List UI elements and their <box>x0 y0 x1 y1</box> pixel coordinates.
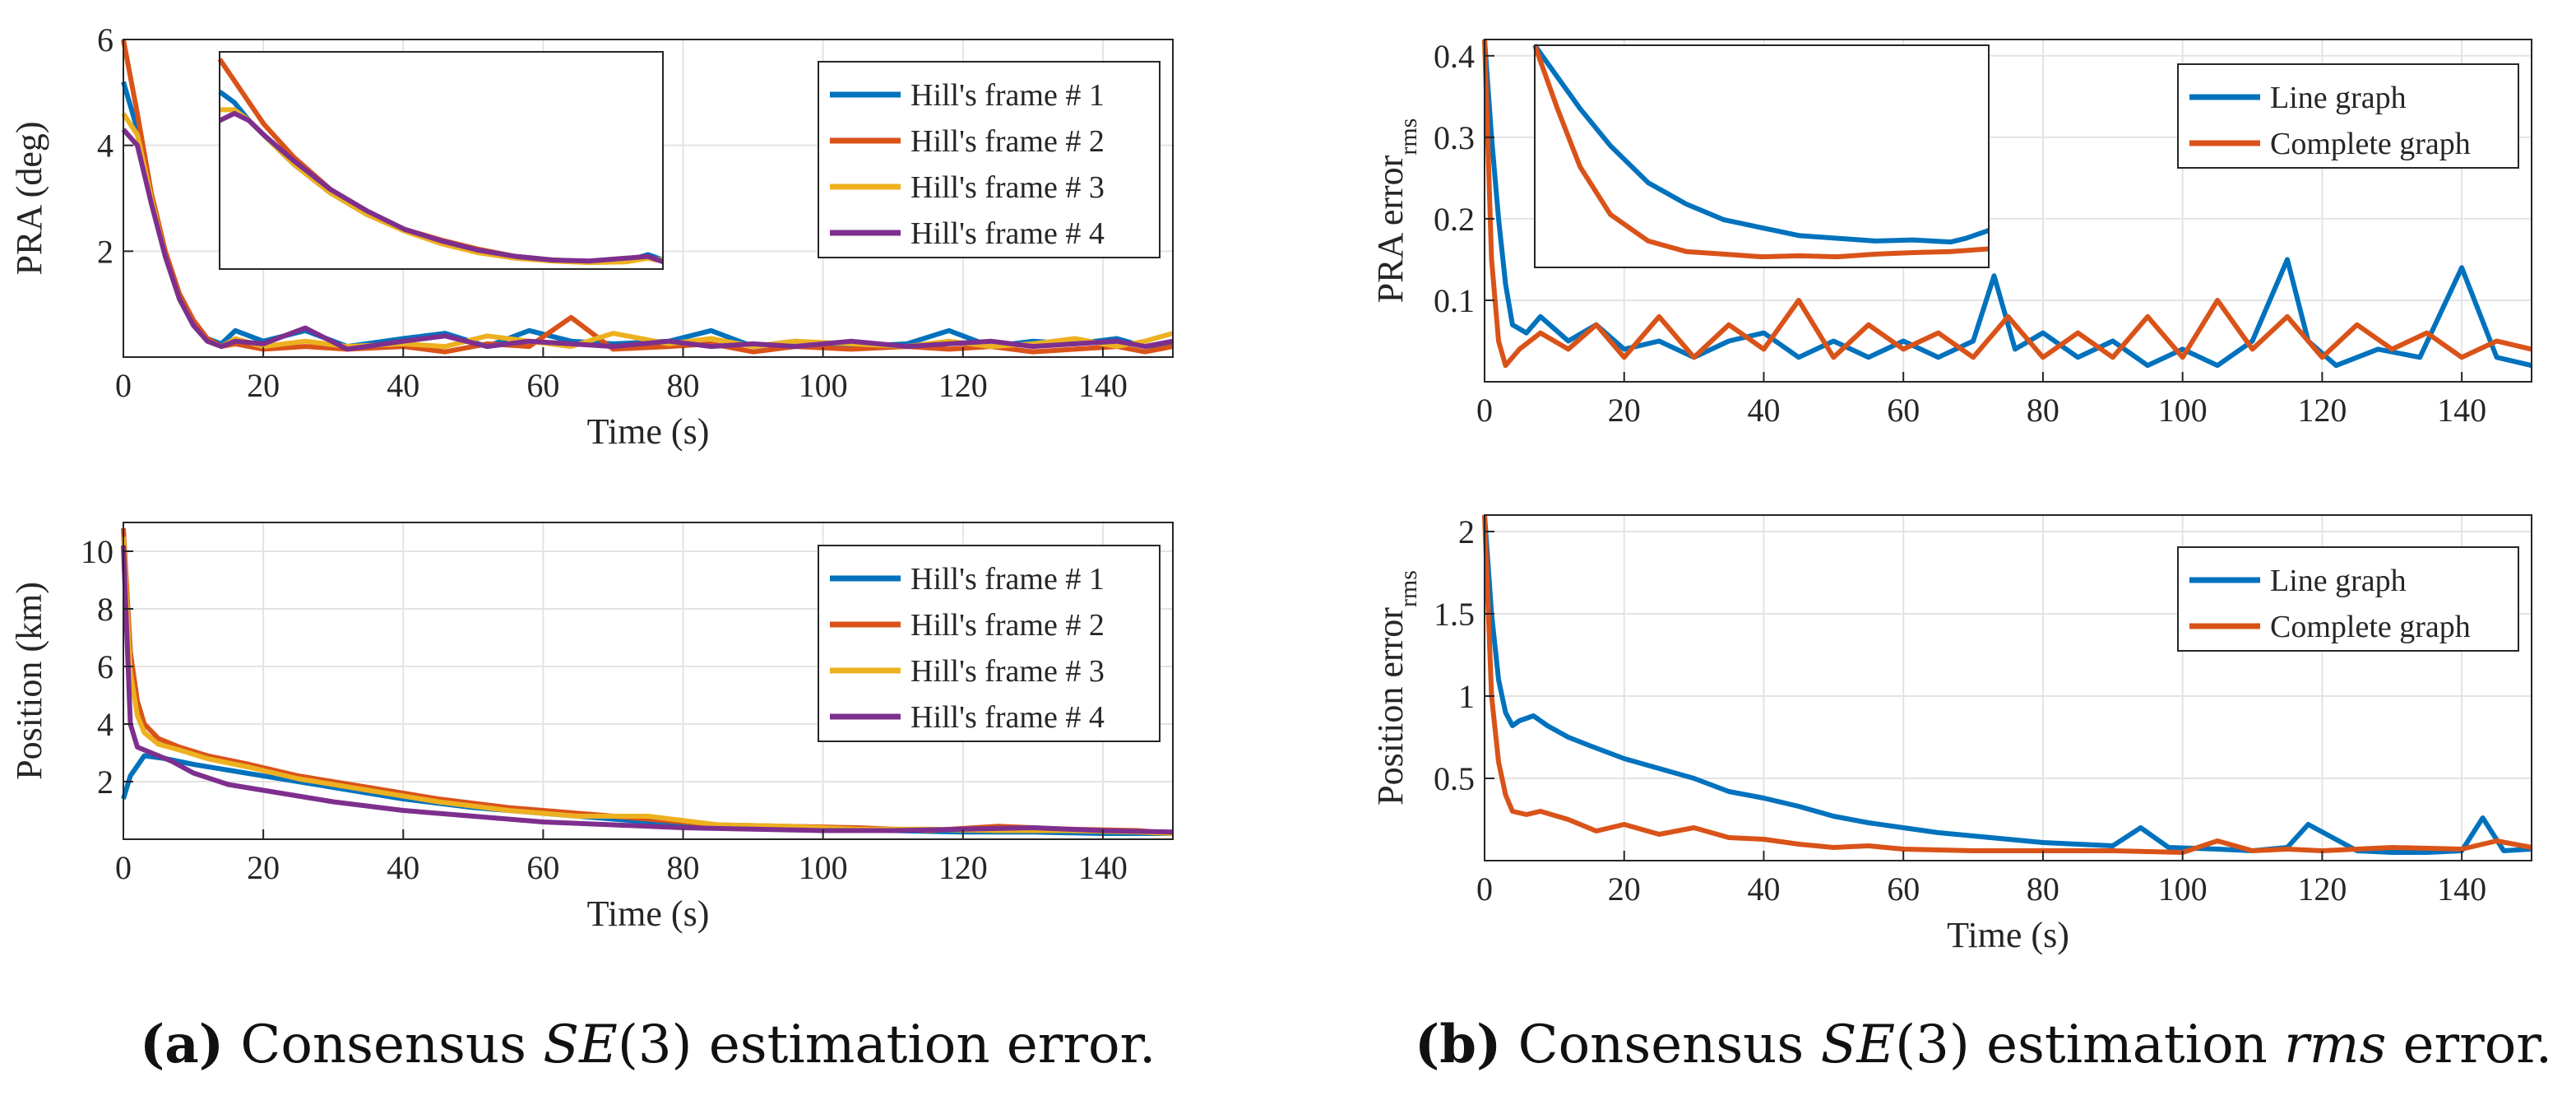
inset-a_top_inset <box>217 51 665 270</box>
y-tick-label: 2 <box>97 764 114 801</box>
x-tick-label: 120 <box>2297 392 2347 429</box>
legend-box <box>2177 546 2519 652</box>
x-axis-label: Time (s) <box>587 894 710 934</box>
x-tick-label: 100 <box>2158 871 2208 908</box>
y-tick-label: 0.5 <box>1434 760 1475 797</box>
x-tick-label: 80 <box>667 367 700 404</box>
y-tick-label: 0.1 <box>1434 282 1475 319</box>
x-tick-label: 40 <box>1747 871 1780 908</box>
inset-b_top_inset <box>1532 44 1990 268</box>
inset-area <box>1535 45 1989 267</box>
legend-label-2: Hill's frame # 2 <box>910 608 1105 643</box>
series-line-4 <box>121 128 1174 352</box>
legend-label-2: Complete graph <box>2270 610 2471 644</box>
y-tick-label: 2 <box>1458 513 1475 550</box>
inset-box <box>1534 44 1990 268</box>
y-tick-label: 10 <box>81 533 114 570</box>
x-tick-label: 40 <box>387 849 419 886</box>
axes-box <box>1484 514 2532 861</box>
legend-label-1: Hill's frame # 1 <box>910 78 1105 113</box>
x-tick-label: 80 <box>2027 392 2059 429</box>
x-tick-label: 60 <box>526 367 559 404</box>
y-tick-label: 4 <box>97 128 114 165</box>
x-tick-label: 80 <box>667 849 700 886</box>
axes-box <box>1484 39 2532 383</box>
x-tick-label: 60 <box>1887 871 1920 908</box>
legend-label-4: Hill's frame # 4 <box>910 216 1105 251</box>
x-tick-label: 80 <box>2027 871 2059 908</box>
x-tick-label: 20 <box>247 367 280 404</box>
series-line-2 <box>1482 39 2532 369</box>
y-tick-label: 0.3 <box>1434 119 1475 156</box>
x-tick-label: 100 <box>2158 392 2208 429</box>
x-tick-label: 100 <box>799 849 848 886</box>
inset-series-line-2 <box>1532 44 1990 260</box>
axes-box <box>123 39 1174 358</box>
x-axis-label: Time (s) <box>1947 915 2069 955</box>
legend: Line graph Complete graph <box>2177 63 2519 169</box>
x-axis-label: Time (s) <box>587 411 710 452</box>
x-tick-label: 140 <box>2437 392 2486 429</box>
inset-area <box>220 52 663 269</box>
chart-b_bottom: 0 20 40 60 80 100 120 140 0.5 1 1.5 2 Time (s) Positi… <box>1370 513 2532 955</box>
x-tick-label: 140 <box>1078 849 1128 886</box>
y-tick-label: 6 <box>97 21 114 58</box>
y-axis-label-subscript: rms <box>1395 570 1422 607</box>
x-tick-label: 0 <box>115 849 132 886</box>
series-line-1 <box>1482 514 2532 855</box>
x-tick-label: 40 <box>1747 392 1780 429</box>
x-tick-label: 0 <box>115 367 132 404</box>
y-tick-label: 1 <box>1458 678 1475 715</box>
x-tick-label: 0 <box>1476 392 1493 429</box>
legend-label-3: Hill's frame # 3 <box>910 654 1105 689</box>
y-tick-label: 1.5 <box>1434 596 1475 633</box>
chart-a_bottom: 0 20 40 60 80 100 120 140 2 4 6 8 10 Time (s) Position… <box>9 522 1174 934</box>
y-tick-label: 2 <box>97 233 114 270</box>
x-tick-label: 20 <box>247 849 280 886</box>
y-axis-label: Position errorrms <box>1370 570 1422 806</box>
legend: Hill's frame # 1 Hill's frame # 2 Hill's f… <box>818 545 1161 742</box>
legend-label-4: Hill's frame # 4 <box>910 700 1105 735</box>
x-tick-label: 60 <box>526 849 559 886</box>
x-tick-label: 140 <box>2437 871 2486 908</box>
y-tick-label: 8 <box>97 591 114 628</box>
series-line-2 <box>1482 514 2532 855</box>
legend-label-2: Complete graph <box>2270 127 2471 161</box>
inset-series-line-1 <box>1532 44 1990 245</box>
legend: Hill's frame # 1 Hill's frame # 2 Hill's f… <box>818 61 1161 258</box>
chart-b_top: 0 20 40 60 80 100 120 140 0.1 0.2 0.3 0.4 PRA errorr… <box>1370 38 2532 429</box>
y-tick-label: 0.2 <box>1434 201 1475 238</box>
legend-label-3: Hill's frame # 3 <box>910 170 1105 205</box>
y-axis-label: PRA errorrms <box>1370 118 1422 304</box>
x-tick-label: 0 <box>1476 871 1493 908</box>
x-tick-label: 40 <box>387 367 419 404</box>
axes-box <box>123 522 1174 840</box>
legend-label-1: Hill's frame # 1 <box>910 562 1105 597</box>
x-tick-label: 100 <box>799 367 848 404</box>
x-tick-label: 20 <box>1608 392 1641 429</box>
x-tick-label: 140 <box>1078 367 1128 404</box>
x-tick-label: 120 <box>938 367 988 404</box>
caption-a: (a) Consensus SE(3) estimation error. <box>140 1014 1156 1075</box>
legend-box <box>2177 63 2519 169</box>
legend-label-2: Hill's frame # 2 <box>910 124 1105 159</box>
legend-label-1: Line graph <box>2270 564 2407 598</box>
y-tick-label: 0.4 <box>1434 38 1475 75</box>
series-line-4 <box>121 545 1174 835</box>
x-tick-label: 120 <box>2297 871 2347 908</box>
legend-label-1: Line graph <box>2270 81 2407 115</box>
inset-box <box>219 51 664 270</box>
x-tick-label: 20 <box>1608 871 1641 908</box>
inset-series-line-4 <box>218 110 665 265</box>
y-tick-label: 4 <box>97 706 114 743</box>
legend: Line graph Complete graph <box>2177 546 2519 652</box>
x-tick-label: 120 <box>938 849 988 886</box>
caption-b: (b) Consensus SE(3) estimation rms error… <box>1415 1014 2553 1075</box>
x-tick-label: 60 <box>1887 392 1920 429</box>
y-axis-label: Position (km) <box>9 582 49 780</box>
y-axis-label: PRA (deg) <box>9 122 49 276</box>
y-axis-label-subscript: rms <box>1395 118 1422 156</box>
y-tick-label: 6 <box>97 648 114 685</box>
